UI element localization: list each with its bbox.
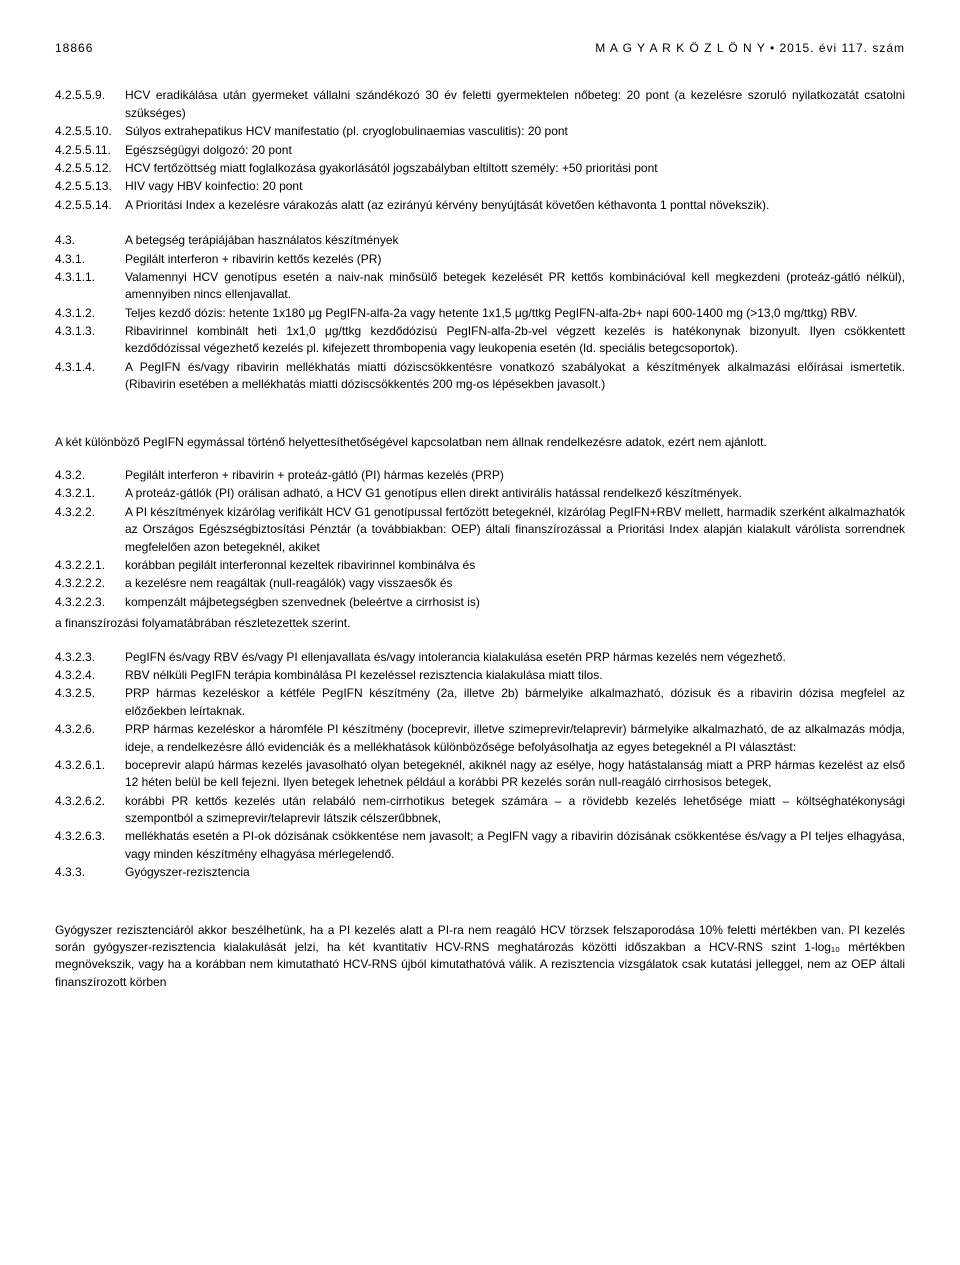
item-number: 4.3.2.6.2.	[55, 793, 125, 828]
item-text: A PI készítmények kizárólag verifikált H…	[125, 504, 905, 556]
item-text: A betegség terápiájában használatos kész…	[125, 232, 905, 249]
numbered-item: 4.3.1.3.Ribavirinnel kombinált heti 1x1,…	[55, 323, 905, 358]
numbered-item: 4.2.5.5.12.HCV fertőzöttség miatt foglal…	[55, 160, 905, 177]
item-number: 4.3.1.2.	[55, 305, 125, 322]
item-text: PegIFN és/vagy RBV és/vagy PI ellenjaval…	[125, 649, 905, 666]
numbered-item: 4.3.3.Gyógyszer-rezisztencia	[55, 864, 905, 881]
item-number: 4.3.2.2.	[55, 504, 125, 556]
numbered-item: 4.2.5.5.11.Egészségügyi dolgozó: 20 pont	[55, 142, 905, 159]
item-text: Teljes kezdő dózis: hetente 1x180 μg Peg…	[125, 305, 905, 322]
block-3: 4.3.2.Pegilált interferon + ribavirin + …	[55, 467, 905, 611]
item-text: a kezelésre nem reagáltak (null-reagálók…	[125, 575, 905, 592]
item-text: HIV vagy HBV koinfectio: 20 pont	[125, 178, 905, 195]
numbered-item: 4.3.2.6.2.korábbi PR kettős kezelés után…	[55, 793, 905, 828]
item-number: 4.3.2.4.	[55, 667, 125, 684]
paragraph-2: Gyógyszer rezisztenciáról akkor beszélhe…	[55, 922, 905, 992]
numbered-item: 4.3.2.5.PRP hármas kezeléskor a kétféle …	[55, 685, 905, 720]
item-text: mellékhatás esetén a PI-ok dózisának csö…	[125, 828, 905, 863]
item-number: 4.3.1.3.	[55, 323, 125, 358]
item-text: Gyógyszer-rezisztencia	[125, 864, 905, 881]
item-text: Valamennyi HCV genotípus esetén a naiv-n…	[125, 269, 905, 304]
numbered-item: 4.2.5.5.14.A Prioritási Index a kezelésr…	[55, 197, 905, 214]
item-text: PRP hármas kezeléskor a kétféle PegIFN k…	[125, 685, 905, 720]
item-number: 4.3.2.	[55, 467, 125, 484]
numbered-item: 4.3.A betegség terápiájában használatos …	[55, 232, 905, 249]
numbered-item: 4.2.5.5.10.Súlyos extrahepatikus HCV man…	[55, 123, 905, 140]
item-text: Pegilált interferon + ribavirin + proteá…	[125, 467, 905, 484]
item-text: HCV eradikálása után gyermeket vállalni …	[125, 87, 905, 122]
item-text: Súlyos extrahepatikus HCV manifestatio (…	[125, 123, 905, 140]
item-number: 4.3.2.2.2.	[55, 575, 125, 592]
item-text: Egészségügyi dolgozó: 20 pont	[125, 142, 905, 159]
numbered-item: 4.2.5.5.13.HIV vagy HBV koinfectio: 20 p…	[55, 178, 905, 195]
item-number: 4.3.2.2.3.	[55, 594, 125, 611]
item-text: korábbi PR kettős kezelés után relabáló …	[125, 793, 905, 828]
item-number: 4.3.1.	[55, 251, 125, 268]
item-number: 4.3.1.1.	[55, 269, 125, 304]
numbered-item: 4.3.2.6.1.boceprevir alapú hármas kezelé…	[55, 757, 905, 792]
paragraph-1: A két különböző PegIFN egymással történő…	[55, 434, 905, 451]
publication-title: M A G Y A R K Ö Z L Ö N Y • 2015. évi 11…	[595, 40, 905, 57]
item-number: 4.3.2.3.	[55, 649, 125, 666]
item-number: 4.3.1.4.	[55, 359, 125, 394]
numbered-item: 4.3.1.Pegilált interferon + ribavirin ke…	[55, 251, 905, 268]
item-text: HCV fertőzöttség miatt foglalkozása gyak…	[125, 160, 905, 177]
numbered-item: 4.3.2.6.PRP hármas kezeléskor a háromfél…	[55, 721, 905, 756]
numbered-item: 4.3.1.4.A PegIFN és/vagy ribavirin mellé…	[55, 359, 905, 394]
item-text: A Prioritási Index a kezelésre várakozás…	[125, 197, 905, 214]
numbered-item: 4.3.1.2.Teljes kezdő dózis: hetente 1x18…	[55, 305, 905, 322]
item-text: RBV nélküli PegIFN terápia kombinálása P…	[125, 667, 905, 684]
item-number: 4.3.3.	[55, 864, 125, 881]
item-text: PRP hármas kezeléskor a háromféle PI kés…	[125, 721, 905, 756]
item-number: 4.2.5.5.13.	[55, 178, 125, 195]
item-number: 4.2.5.5.11.	[55, 142, 125, 159]
numbered-item: 4.3.2.2.2.a kezelésre nem reagáltak (nul…	[55, 575, 905, 592]
numbered-item: 4.2.5.5.9.HCV eradikálása után gyermeket…	[55, 87, 905, 122]
numbered-item: 4.3.2.6.3.mellékhatás esetén a PI-ok dóz…	[55, 828, 905, 863]
item-number: 4.3.2.2.1.	[55, 557, 125, 574]
numbered-item: 4.3.2.4.RBV nélküli PegIFN terápia kombi…	[55, 667, 905, 684]
page-header: 18866 M A G Y A R K Ö Z L Ö N Y • 2015. …	[55, 40, 905, 57]
item-number: 4.3.2.5.	[55, 685, 125, 720]
item-text: kompenzált májbetegségben szenvednek (be…	[125, 594, 905, 611]
numbered-item: 4.3.2.3.PegIFN és/vagy RBV és/vagy PI el…	[55, 649, 905, 666]
item-number: 4.2.5.5.10.	[55, 123, 125, 140]
page-number: 18866	[55, 40, 93, 57]
numbered-item: 4.3.2.1.A proteáz-gátlók (PI) orálisan a…	[55, 485, 905, 502]
numbered-item: 4.3.2.2.1.korábban pegilált interferonna…	[55, 557, 905, 574]
line-after-block3: a finanszírozási folyamatábrában részlet…	[55, 615, 905, 632]
item-number: 4.2.5.5.14.	[55, 197, 125, 214]
block-2: 4.3.A betegség terápiájában használatos …	[55, 232, 905, 394]
item-number: 4.3.2.6.3.	[55, 828, 125, 863]
item-text: A PegIFN és/vagy ribavirin mellékhatás m…	[125, 359, 905, 394]
item-number: 4.2.5.5.12.	[55, 160, 125, 177]
item-text: korábban pegilált interferonnal kezeltek…	[125, 557, 905, 574]
item-number: 4.3.2.6.	[55, 721, 125, 756]
item-number: 4.3.2.6.1.	[55, 757, 125, 792]
block-4: 4.3.2.3.PegIFN és/vagy RBV és/vagy PI el…	[55, 649, 905, 882]
item-number: 4.3.2.1.	[55, 485, 125, 502]
item-number: 4.2.5.5.9.	[55, 87, 125, 122]
item-number: 4.3.	[55, 232, 125, 249]
block-1: 4.2.5.5.9.HCV eradikálása után gyermeket…	[55, 87, 905, 214]
numbered-item: 4.3.2.2.A PI készítmények kizárólag veri…	[55, 504, 905, 556]
numbered-item: 4.3.2.2.3.kompenzált májbetegségben szen…	[55, 594, 905, 611]
item-text: boceprevir alapú hármas kezelés javasolh…	[125, 757, 905, 792]
item-text: Pegilált interferon + ribavirin kettős k…	[125, 251, 905, 268]
numbered-item: 4.3.1.1.Valamennyi HCV genotípus esetén …	[55, 269, 905, 304]
numbered-item: 4.3.2.Pegilált interferon + ribavirin + …	[55, 467, 905, 484]
item-text: Ribavirinnel kombinált heti 1x1,0 μg/ttk…	[125, 323, 905, 358]
item-text: A proteáz-gátlók (PI) orálisan adható, a…	[125, 485, 905, 502]
